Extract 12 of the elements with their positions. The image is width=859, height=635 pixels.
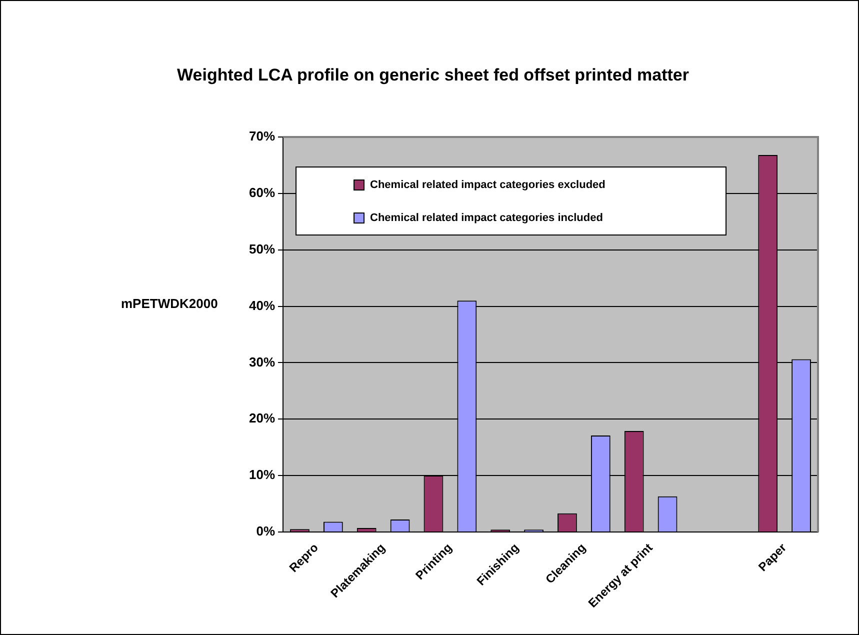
- y-tick-label: 0%: [256, 524, 276, 539]
- legend-label: Chemical related impact categories excluded: [370, 179, 606, 192]
- y-tick-label: 20%: [248, 410, 276, 426]
- y-tick-label: 40%: [248, 298, 276, 313]
- legend-label: Chemical related impact categories included: [370, 212, 603, 224]
- chart-title: Weighted LCA profile on generic sheet fed offset printed matter: [177, 66, 690, 85]
- y-tick-label: 70%: [248, 128, 276, 144]
- y-tick-label: 30%: [248, 354, 276, 370]
- y-tick-label: 10%: [248, 467, 276, 482]
- y-axis-title: mPETWDK2000: [121, 296, 218, 312]
- y-tick-label: 60%: [248, 185, 276, 200]
- y-tick-label: 50%: [248, 241, 276, 256]
